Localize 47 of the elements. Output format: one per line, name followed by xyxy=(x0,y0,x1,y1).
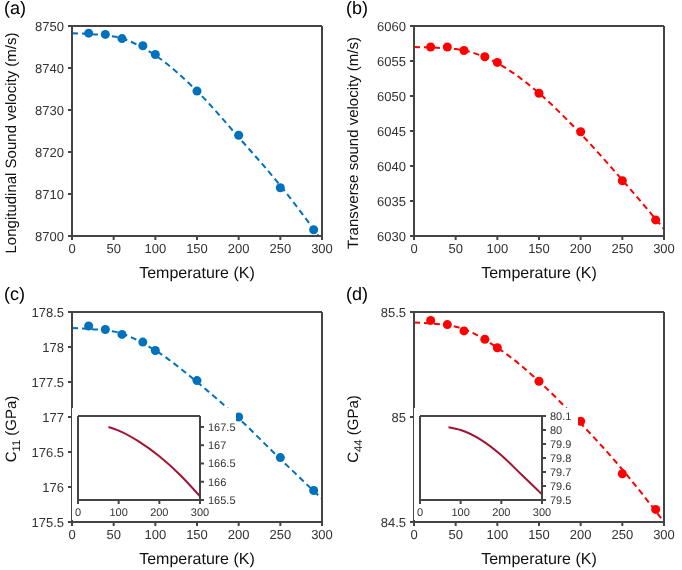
point xyxy=(576,127,586,137)
chart-title: (d) xyxy=(346,284,368,306)
x-axis-title: Temperature (K) xyxy=(139,550,256,568)
point xyxy=(138,337,148,347)
line-series xyxy=(414,46,664,230)
point xyxy=(150,50,160,60)
point xyxy=(234,130,244,140)
point xyxy=(84,321,94,331)
point xyxy=(534,88,544,98)
line-series xyxy=(72,327,322,500)
point xyxy=(426,315,436,325)
point xyxy=(442,320,452,330)
chart-title: (c) xyxy=(4,284,25,306)
point xyxy=(492,57,502,67)
point xyxy=(275,183,285,193)
point xyxy=(309,485,319,496)
point xyxy=(534,376,544,386)
x-axis-title: Temperature (K) xyxy=(139,264,256,282)
point xyxy=(192,86,202,96)
chart-title: (b) xyxy=(346,0,368,20)
line-series xyxy=(72,32,320,236)
point xyxy=(426,42,436,52)
point xyxy=(309,225,319,235)
point xyxy=(138,41,148,51)
x-axis-title: Temperature (K) xyxy=(481,264,598,282)
point xyxy=(84,28,94,38)
point xyxy=(442,42,452,52)
point xyxy=(117,34,127,44)
point xyxy=(100,324,110,335)
point xyxy=(617,176,627,186)
point xyxy=(459,45,469,56)
line-series xyxy=(447,426,542,496)
point xyxy=(651,215,661,225)
point xyxy=(275,453,285,463)
point xyxy=(480,334,490,344)
point xyxy=(459,326,469,336)
line-series xyxy=(107,425,200,498)
point xyxy=(480,52,490,62)
x-axis-title: Temperature (K) xyxy=(481,550,598,568)
point xyxy=(100,29,110,39)
point xyxy=(651,504,661,514)
point xyxy=(150,345,160,356)
point xyxy=(617,469,627,479)
point xyxy=(192,376,202,386)
point xyxy=(117,329,127,339)
point xyxy=(492,343,502,353)
chart-title: (a) xyxy=(4,0,26,20)
